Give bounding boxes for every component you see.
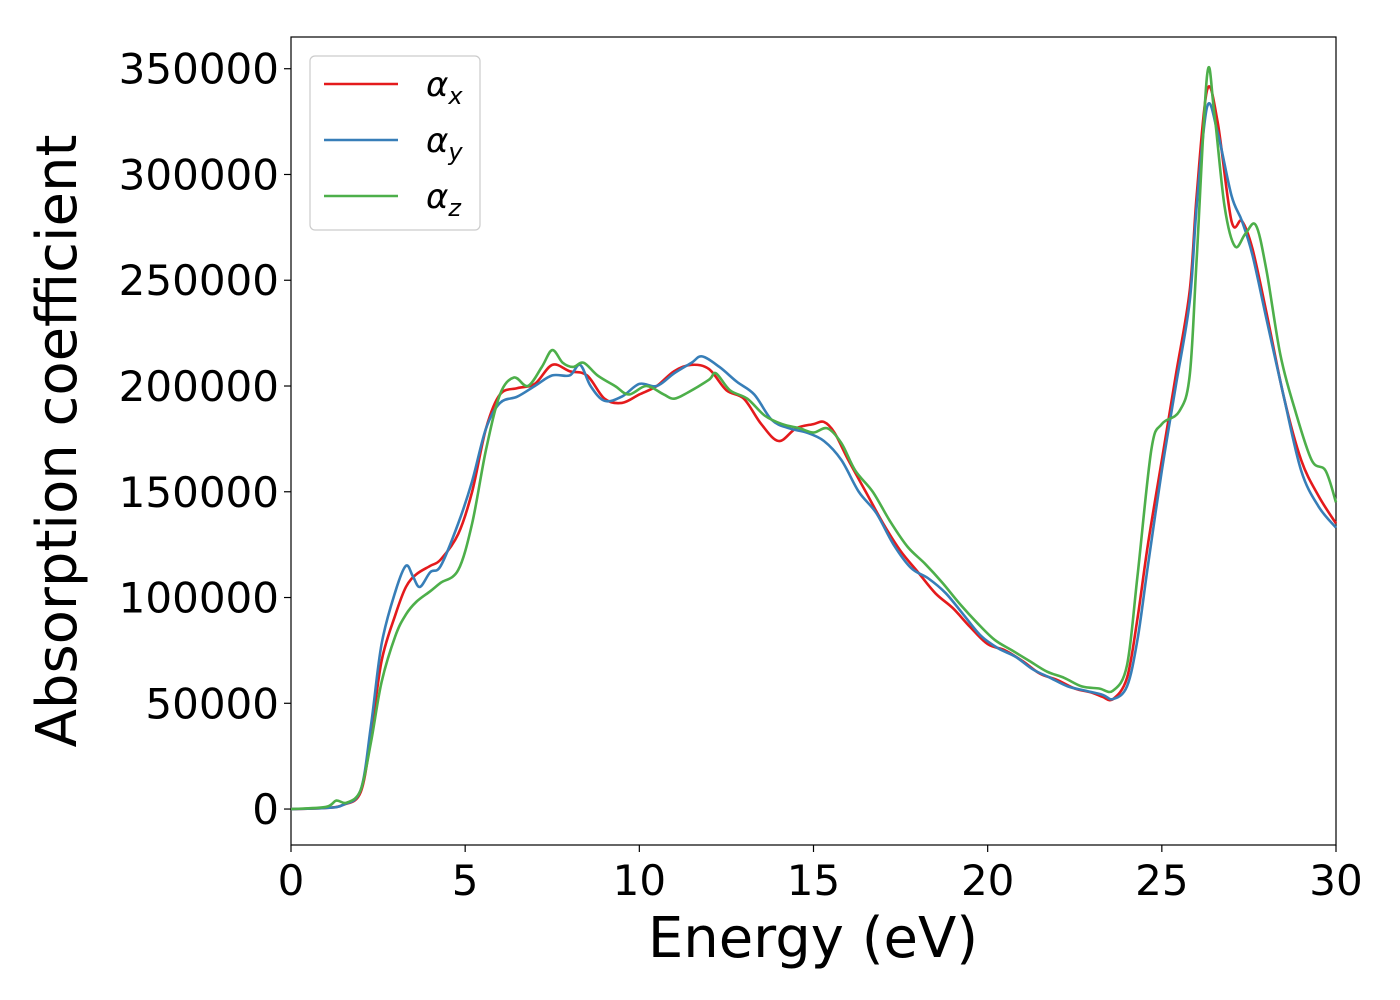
legend-label-z: αz xyxy=(426,177,462,222)
legend-frame xyxy=(309,55,481,231)
series-line-z xyxy=(290,65,1338,811)
legend-label-y: αy xyxy=(426,121,463,166)
x-tick-label: 30 xyxy=(1309,856,1362,905)
axis-ticks: 0 5 10 15 20 25 30 0 50000 100000 150000 200000 2500… xyxy=(119,45,1363,905)
x-tick-label: 15 xyxy=(787,856,840,905)
x-axis-label: Energy (eV) xyxy=(648,906,978,971)
y-tick-label: 200000 xyxy=(119,362,279,411)
series-lines xyxy=(290,65,1338,811)
x-tick-label: 5 xyxy=(452,856,479,905)
y-tick-label: 250000 xyxy=(119,256,279,305)
x-tick-label: 25 xyxy=(1135,856,1188,905)
x-tick-label: 20 xyxy=(961,856,1014,905)
series-line-y xyxy=(290,102,1338,811)
y-tick-label: 300000 xyxy=(119,150,279,199)
y-tick-label: 100000 xyxy=(119,574,279,623)
y-tick-label: 50000 xyxy=(145,679,279,728)
y-tick-label: 350000 xyxy=(119,45,279,94)
legend: αx αy αz xyxy=(309,55,481,231)
x-tick-label: 10 xyxy=(613,856,666,905)
legend-label-x: αx xyxy=(426,65,463,110)
y-tick-label: 150000 xyxy=(119,468,279,517)
y-axis-label: Absorption coefficient xyxy=(25,135,90,748)
x-tick-label: 0 xyxy=(278,856,305,905)
y-tick-label: 0 xyxy=(252,785,279,834)
